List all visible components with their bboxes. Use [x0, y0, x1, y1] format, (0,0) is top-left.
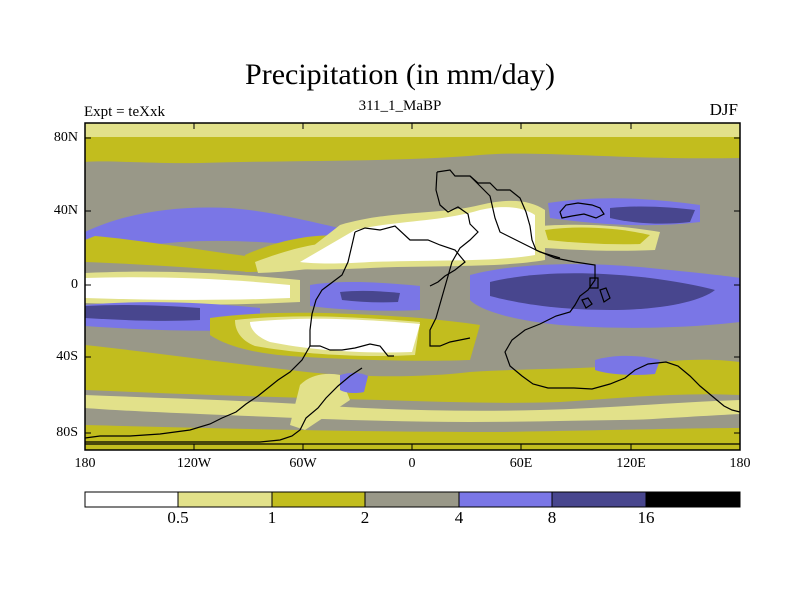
australia-convection [595, 355, 660, 375]
colorbar-label: 4 [454, 508, 464, 527]
equatorial-pacific-dry [85, 277, 290, 300]
colorbar-bin [551, 491, 647, 508]
colorbar-bin [364, 491, 460, 508]
colorbar-bin [177, 491, 273, 508]
africa-eurasia-outline [436, 169, 740, 413]
lat-tick-label: 40N [53, 203, 78, 218]
east-asia-yellow [545, 227, 650, 245]
islands-outline [581, 277, 611, 309]
patagonia-outline [85, 367, 363, 443]
north-atlantic-yellow [85, 236, 260, 272]
asia-peninsula-outline [559, 202, 605, 219]
arctic-band-light [85, 123, 740, 137]
experiment-label: Expt = teXxk [84, 104, 165, 120]
colorbar-bin [84, 491, 179, 508]
lat-tick-label: 80N [53, 130, 78, 145]
colorbar [84, 491, 741, 508]
arctic-band-yellow [85, 137, 740, 164]
colorbar-label: 16 [637, 508, 655, 527]
south-atlantic-dry [250, 318, 420, 353]
south-america-light [290, 373, 350, 430]
south-america-deep [340, 372, 368, 394]
north-africa-dry [300, 207, 535, 264]
colorbar-label: 8 [547, 508, 557, 527]
colorbar-label: 0.5 [167, 508, 189, 527]
north-africa-coast [354, 225, 466, 287]
lat-tick-label: 80S [56, 425, 78, 440]
season-label: DJF [709, 100, 738, 119]
europe-outline [469, 175, 561, 259]
south-america-outline [85, 345, 311, 439]
map-field [85, 123, 740, 450]
maritime-continent-convection [490, 273, 715, 310]
colorbar-bin [458, 491, 553, 508]
colorbar-label: 1 [267, 508, 277, 527]
lon-tick-label: 120W [176, 456, 212, 471]
axis-ticks [84, 123, 741, 450]
colorbar-bin [645, 491, 741, 508]
atlantic-itcz-deep [340, 290, 400, 303]
lon-tick-label: 180 [74, 456, 96, 471]
colorbar-label: 2 [360, 508, 370, 527]
lon-tick-label: 60E [509, 456, 533, 471]
lon-tick-label: 60W [289, 456, 317, 471]
colorbar-bin [271, 491, 366, 508]
plot-subtitle: 311_1_MaBP [358, 98, 442, 114]
lat-tick-label: 0 [71, 277, 78, 292]
plot-title: Precipitation (in mm/day) [245, 58, 555, 91]
lat-tick-label: 40S [56, 349, 78, 364]
lon-tick-label: 0 [408, 456, 416, 471]
americas-outline [309, 231, 394, 357]
lon-tick-label: 120E [616, 456, 646, 471]
lon-tick-label: 180 [729, 456, 751, 471]
asia-deep-band [610, 206, 695, 224]
west-africa-outline [429, 171, 479, 347]
south-pacific-deep [85, 304, 200, 321]
